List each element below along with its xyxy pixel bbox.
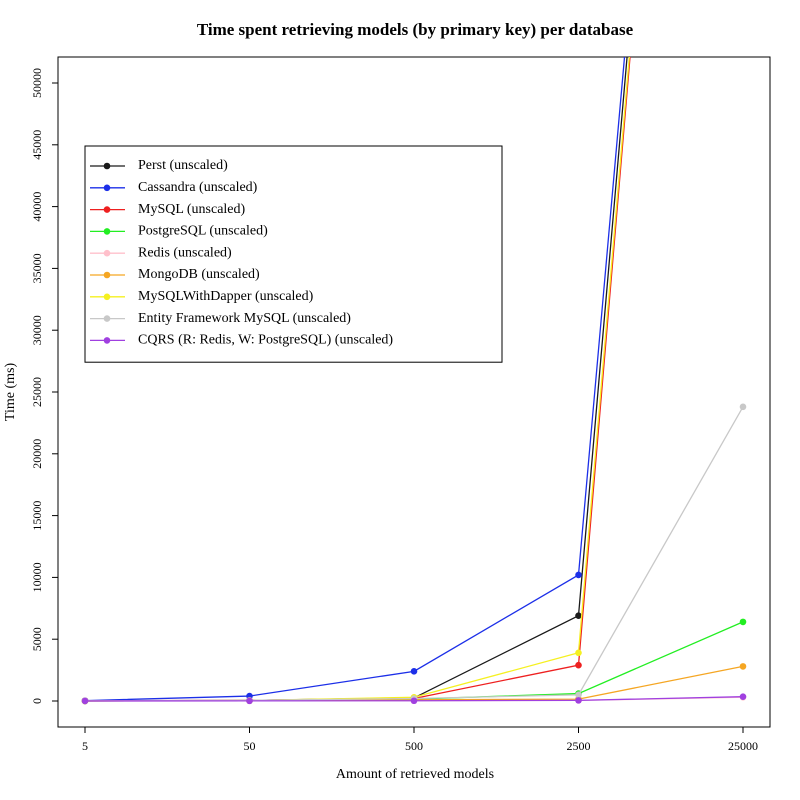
y-tick-label: 40000 <box>30 192 44 222</box>
y-tick-label: 30000 <box>30 315 44 345</box>
y-tick-label: 10000 <box>30 562 44 592</box>
series-line <box>84 621 744 702</box>
y-tick-label: 25000 <box>30 377 44 407</box>
legend-swatch-point <box>103 293 111 301</box>
data-point <box>739 663 747 670</box>
x-tick-label: 25000 <box>728 739 758 753</box>
legend-swatch-point <box>103 271 111 279</box>
data-point <box>410 668 418 675</box>
y-tick-label: 35000 <box>30 253 44 283</box>
legend-swatch-point <box>103 228 111 235</box>
y-tick-label: 5000 <box>30 627 44 651</box>
data-point <box>410 697 418 705</box>
plot-area <box>81 57 747 705</box>
legend-swatch-point <box>103 206 111 213</box>
legend-swatch-point <box>103 162 111 170</box>
legend-label: CQRS (R: Redis, W: PostgreSQL) (unscaled… <box>138 333 393 348</box>
legend-label: MySQLWithDapper (unscaled) <box>138 289 314 304</box>
legend-label: MySQL (unscaled) <box>138 202 246 217</box>
x-tick-label: 2500 <box>567 739 591 753</box>
legend-box <box>84 145 503 363</box>
y-tick-label: 0 <box>30 698 44 704</box>
series-line <box>84 406 744 702</box>
x-tick-label: 50 <box>244 739 256 753</box>
data-point <box>246 697 253 705</box>
data-point <box>575 571 582 579</box>
data-point <box>739 403 747 411</box>
legend-swatch-point <box>103 315 111 322</box>
legend-label: PostgreSQL (unscaled) <box>138 224 268 239</box>
x-tick-label: 500 <box>405 739 423 753</box>
y-axis-label: Time (ms) <box>3 363 18 422</box>
legend-swatch-point <box>103 337 111 344</box>
chart-title: Time spent retrieving models (by primary… <box>197 20 634 39</box>
data-point <box>575 649 582 657</box>
legend-label: Perst (unscaled) <box>138 158 228 173</box>
data-point <box>81 697 89 705</box>
y-tick-label: 45000 <box>30 130 44 160</box>
data-point <box>575 661 582 669</box>
legend-label: Entity Framework MySQL (unscaled) <box>138 311 351 326</box>
legend-label: Cassandra (unscaled) <box>138 180 258 195</box>
legend-label: Redis (unscaled) <box>138 245 232 260</box>
legend-swatch-point <box>103 249 111 257</box>
data-point <box>739 693 747 700</box>
y-tick-label: 50000 <box>30 68 44 98</box>
x-axis-label: Amount of retrieved models <box>336 767 494 782</box>
x-tick-label: 5 <box>82 739 88 753</box>
data-point <box>575 691 582 699</box>
legend-label: MongoDB (unscaled) <box>138 267 260 282</box>
data-point <box>575 697 582 704</box>
y-tick-label: 20000 <box>30 439 44 469</box>
legend: Perst (unscaled) Cassandra (unscaled) MySQ… <box>84 145 503 363</box>
data-point <box>575 612 582 620</box>
data-point <box>739 618 747 626</box>
y-tick-label: 15000 <box>30 501 44 531</box>
legend-swatch-point <box>103 184 111 192</box>
